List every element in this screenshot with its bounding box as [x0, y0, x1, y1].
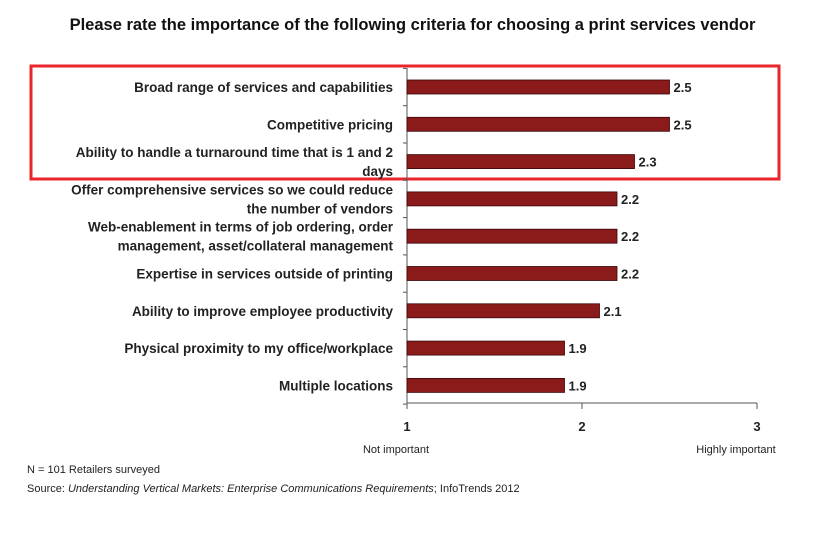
- x-tick-label: 2: [578, 419, 585, 434]
- value-label: 2.5: [674, 80, 692, 95]
- value-label: 2.2: [621, 229, 639, 244]
- source-note: Source: Understanding Vertical Markets: …: [27, 483, 520, 495]
- value-label: 2.1: [604, 304, 622, 319]
- category-label: management, asset/collateral management: [118, 239, 394, 254]
- category-label: days: [362, 164, 393, 179]
- sample-size-note: N = 101 Retailers surveyed: [27, 464, 160, 476]
- category-label: Multiple locations: [279, 378, 393, 393]
- category-label: the number of vendors: [247, 201, 393, 216]
- bar: [406, 266, 618, 281]
- chart-title: Please rate the importance of the follow…: [69, 16, 756, 34]
- category-label: Offer comprehensive services so we could…: [71, 182, 393, 197]
- value-label: 1.9: [569, 341, 587, 356]
- bar: [406, 228, 618, 244]
- value-label: 2.2: [621, 192, 639, 207]
- category-label: Ability to handle a turnaround time that…: [76, 145, 393, 160]
- axis-high-label: Highly important: [696, 444, 775, 456]
- category-label: Physical proximity to my office/workplac…: [124, 341, 393, 356]
- bar: [406, 191, 618, 207]
- chart-area: 2.5 Broad range of services and capabilit…: [29, 64, 781, 456]
- bar: [406, 377, 565, 393]
- value-label: 1.9: [569, 378, 587, 393]
- bar: [406, 340, 565, 356]
- value-label: 2.5: [674, 117, 692, 132]
- category-label: Ability to improve employee productivity: [132, 304, 394, 319]
- x-tick-label: 1: [403, 419, 410, 434]
- bar: [406, 154, 635, 170]
- category-label: Web-enablement in terms of job ordering,…: [88, 220, 394, 235]
- source-title: Understanding Vertical Markets: Enterpri…: [67, 483, 434, 495]
- highlight-box: [29, 64, 781, 181]
- category-label: Expertise in services outside of printin…: [136, 267, 393, 282]
- bar: [406, 116, 670, 132]
- source-suffix: ; InfoTrends 2012: [433, 483, 520, 495]
- bar: [406, 79, 670, 95]
- category-label: Competitive pricing: [267, 117, 393, 132]
- value-label: 2.2: [621, 267, 639, 282]
- axis-low-label: Not important: [363, 444, 429, 456]
- value-label: 2.3: [639, 155, 657, 170]
- category-label: Broad range of services and capabilities: [134, 80, 393, 95]
- source-prefix: Source:: [27, 483, 68, 495]
- bar: [406, 303, 600, 319]
- x-tick-label: 3: [753, 419, 760, 434]
